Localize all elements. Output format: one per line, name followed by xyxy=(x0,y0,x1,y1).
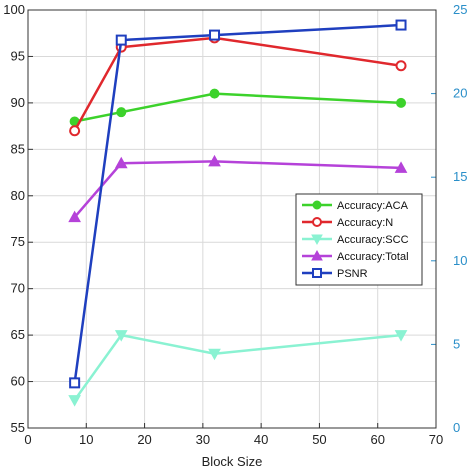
left-tick-label: 75 xyxy=(11,234,25,249)
x-tick-label: 40 xyxy=(254,432,268,447)
data-point xyxy=(117,36,126,45)
left-tick-label: 60 xyxy=(11,374,25,389)
data-point xyxy=(70,378,79,387)
data-point xyxy=(70,126,79,135)
x-tick-label: 60 xyxy=(370,432,384,447)
right-tick-label: 25 xyxy=(453,2,467,17)
legend-label: Accuracy:N xyxy=(337,217,393,229)
right-tick-label: 15 xyxy=(453,169,467,184)
data-point xyxy=(313,269,321,277)
data-point xyxy=(397,98,406,107)
right-tick-label: 20 xyxy=(453,86,467,101)
data-point xyxy=(117,108,126,117)
right-tick-label: 0 xyxy=(453,420,460,435)
data-point xyxy=(210,31,219,40)
left-tick-label: 80 xyxy=(11,188,25,203)
x-tick-label: 70 xyxy=(429,432,443,447)
data-point xyxy=(397,61,406,70)
data-point xyxy=(397,21,406,30)
right-tick-label: 5 xyxy=(453,336,460,351)
legend-label: Accuracy:Total xyxy=(337,251,409,263)
legend-label: Accuracy:ACA xyxy=(337,200,409,212)
left-tick-label: 85 xyxy=(11,141,25,156)
left-tick-label: 70 xyxy=(11,281,25,296)
data-point xyxy=(313,201,321,209)
legend-label: Accuracy:SCC xyxy=(337,234,409,246)
left-tick-label: 55 xyxy=(11,420,25,435)
x-axis-label: Block Size xyxy=(202,454,263,469)
data-point xyxy=(210,89,219,98)
left-tick-label: 90 xyxy=(11,95,25,110)
legend: Accuracy:ACA Accuracy:N Accuracy:SCC Accura… xyxy=(296,194,422,285)
left-tick-label: 100 xyxy=(3,2,25,17)
right-tick-label: 10 xyxy=(453,253,467,268)
legend-label: PSNR xyxy=(337,268,368,280)
x-tick-label: 0 xyxy=(24,432,31,447)
data-point xyxy=(313,218,321,226)
x-tick-label: 30 xyxy=(196,432,210,447)
x-tick-label: 10 xyxy=(79,432,93,447)
left-tick-label: 65 xyxy=(11,327,25,342)
left-tick-label: 95 xyxy=(11,48,25,63)
x-tick-label: 50 xyxy=(312,432,326,447)
x-tick-label: 20 xyxy=(137,432,151,447)
